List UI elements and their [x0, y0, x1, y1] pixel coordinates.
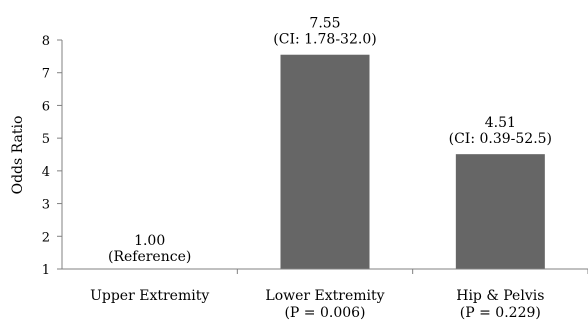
x-category-label: Lower Extremity	[265, 288, 384, 304]
data-labels: 1.00(Reference) 7.55(CI: 1.78-32.0) 4.51(C…	[108, 16, 552, 265]
y-tick-label: 2	[42, 230, 50, 245]
bar	[280, 54, 370, 269]
y-axis: 1 2 3 4 5 6 7 8	[42, 34, 63, 278]
y-axis-title: Odds Ratio	[10, 116, 26, 195]
data-label-note: (CI: 0.39-52.5)	[449, 131, 552, 147]
y-tick-label: 3	[42, 198, 50, 213]
bar	[455, 154, 545, 269]
x-category-label: Hip & Pelvis	[456, 288, 544, 304]
y-tick-label: 8	[42, 34, 50, 49]
y-tick-label: 4	[42, 165, 50, 180]
x-category-sublabel: (P = 0.229)	[460, 305, 541, 321]
bars	[280, 54, 545, 269]
x-category-sublabel: (P = 0.006)	[284, 305, 365, 321]
data-label-value: 7.55	[309, 16, 340, 32]
data-label-note: (CI: 1.78-32.0)	[273, 32, 376, 48]
data-label-value: 1.00	[134, 233, 165, 249]
y-tick-label: 1	[42, 263, 50, 278]
x-axis: Upper Extremity Lower Extremity(P = 0.006…	[62, 268, 588, 321]
data-label-value: 4.51	[485, 115, 516, 131]
y-tick-label: 5	[42, 132, 50, 147]
y-tick-label: 6	[42, 99, 50, 114]
data-label-note: (Reference)	[108, 249, 191, 265]
x-category-label: Upper Extremity	[90, 288, 209, 304]
y-tick-label: 7	[42, 67, 50, 82]
